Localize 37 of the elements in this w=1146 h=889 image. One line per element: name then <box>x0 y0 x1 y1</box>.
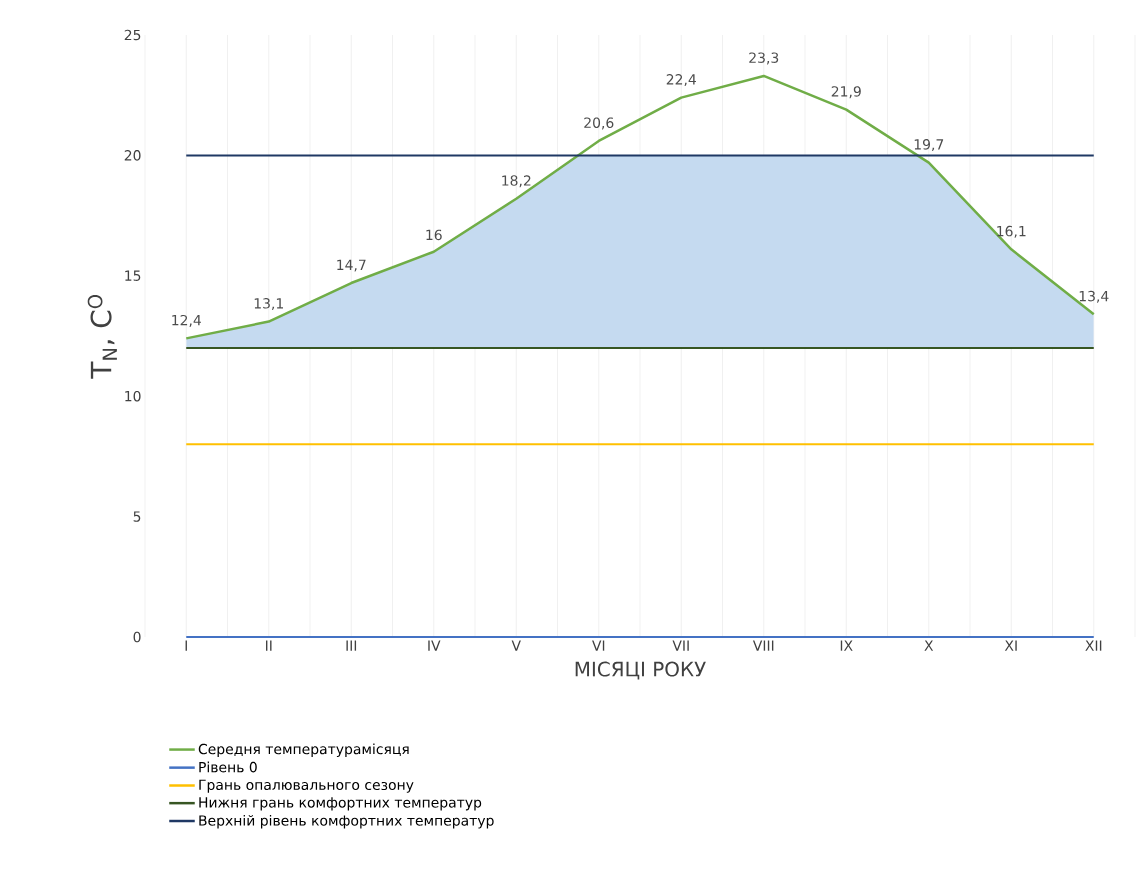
data-label: 12,4 <box>172 314 201 327</box>
y-axis-title: T$_{N}$, C$^{O}$ <box>87 294 117 379</box>
x-tick-label: VII <box>672 640 689 651</box>
y-tick-label: 5 <box>133 511 141 522</box>
data-label: 18,2 <box>502 175 531 188</box>
legend-label: Середня температурамісяця <box>198 743 409 758</box>
x-tick-label: XII <box>1085 640 1102 651</box>
x-tick-label: V <box>511 640 521 651</box>
data-label: 14,7 <box>337 259 366 272</box>
y-tick-label: 25 <box>124 29 141 41</box>
y-tick-label: 10 <box>125 390 141 402</box>
legend-label: Грань опалювального сезону <box>199 779 414 793</box>
x-tick-label: XI <box>1004 640 1017 651</box>
data-label: 22,4 <box>666 74 696 87</box>
y-tick-label: 15 <box>125 270 141 281</box>
data-label: 16,1 <box>997 225 1026 238</box>
data-label: 19,7 <box>914 139 944 152</box>
data-label: 20,6 <box>584 117 614 130</box>
y-tick-label: 0 <box>133 631 141 643</box>
x-tick-label: IX <box>840 640 853 651</box>
y-tick-label: 20 <box>124 150 141 161</box>
x-tick-label: VIII <box>752 640 774 651</box>
legend-label: Нижня грань комфортних температур <box>199 797 482 811</box>
x-tick-label: I <box>185 640 187 651</box>
x-tick-label: X <box>924 640 934 651</box>
legend-label: Верхній рівень комфортних температур <box>199 814 494 829</box>
x-tick-label: II <box>266 640 272 651</box>
data-label: 16 <box>426 229 442 241</box>
data-label: 23,3 <box>749 52 779 65</box>
x-tick-label: IV <box>428 640 441 651</box>
x-axis-title: МІСЯЦІ РОКУ <box>575 661 706 680</box>
data-label: 21,9 <box>831 86 861 99</box>
legend-label: Рівень 0 <box>199 761 257 773</box>
x-tick-label: VI <box>592 640 605 651</box>
data-label: 13,1 <box>254 298 283 311</box>
x-tick-label: III <box>346 640 357 651</box>
data-label: 13,4 <box>1079 290 1109 303</box>
